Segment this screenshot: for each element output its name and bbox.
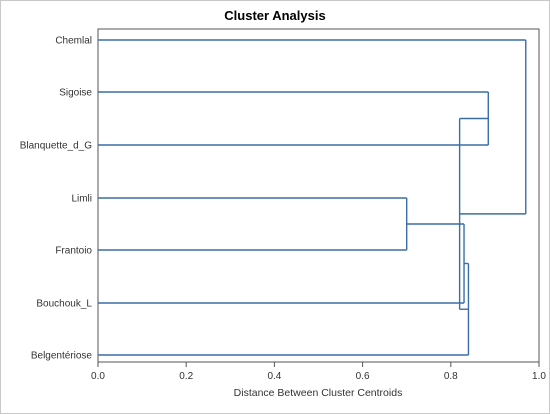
x-tick-label: 0.2 — [179, 371, 193, 382]
leaf-label: Limli — [71, 194, 92, 205]
x-tick-label: 0.4 — [267, 371, 281, 382]
leaf-label: Belgentériose — [31, 351, 93, 362]
x-tick-label: 1.0 — [532, 371, 546, 382]
leaf-label: Sigoise — [59, 88, 92, 99]
leaf-label: Frantoio — [55, 246, 92, 257]
x-tick-label: 0.8 — [444, 371, 458, 382]
x-tick-label: 0.0 — [91, 371, 105, 382]
leaf-labels: Chemlal Sigoise Blanquette_d_G Limli Frantoi… — [20, 36, 93, 362]
leaf-label: Bouchouk_L — [36, 299, 92, 310]
leaf-label: Blanquette_d_G — [20, 141, 93, 152]
plot-area-border — [97, 28, 540, 363]
x-tick-label: 0.6 — [356, 371, 370, 382]
leaf-label: Chemlal — [55, 36, 92, 47]
x-axis-label: Distance Between Cluster Centroids — [234, 387, 403, 399]
chart-title: Cluster Analysis — [224, 8, 326, 23]
dendrogram-lines — [98, 39, 527, 356]
x-axis-ticks: 0.0 0.2 0.4 0.6 0.8 1.0 — [91, 362, 546, 382]
